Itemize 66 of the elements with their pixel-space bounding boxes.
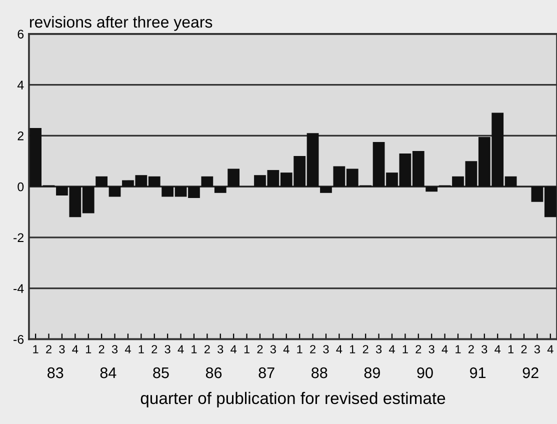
x-tick-label: 4 xyxy=(283,345,290,354)
bar xyxy=(426,186,438,192)
x-tick-label: 3 xyxy=(323,345,329,354)
x-tick-label: 3 xyxy=(218,345,224,354)
bar xyxy=(201,176,214,187)
x-tick-label: 4 xyxy=(72,345,78,354)
x-tick-label: 1 xyxy=(402,345,408,354)
x-tick-label: 4 xyxy=(494,345,501,354)
text: 92 xyxy=(522,367,538,378)
text: 91 xyxy=(470,367,486,378)
x-tick-label: 1 xyxy=(192,345,197,354)
x-tick-label: 1 xyxy=(33,345,38,354)
x-tick-label: 4 xyxy=(124,345,131,354)
x-tick-label: 2 xyxy=(362,345,368,354)
text: 88 xyxy=(312,367,328,378)
x-tick-label: 3 xyxy=(482,345,488,354)
bar xyxy=(108,186,121,197)
x-tick-label: 4 xyxy=(336,345,342,354)
bar xyxy=(96,176,108,187)
y-tick-label: 4 xyxy=(17,80,24,90)
y-tick-label: 0 xyxy=(18,182,24,192)
y-tick-label: 6 xyxy=(18,30,24,39)
x-tick-label: 4 xyxy=(547,345,554,354)
x-tick-label: 2 xyxy=(468,345,474,354)
y-tick-label: 2 xyxy=(18,131,24,140)
x-tick-label: 3 xyxy=(164,345,170,354)
x-tick-label: 2 xyxy=(257,345,263,354)
x-tick-label: 3 xyxy=(376,345,382,354)
x-tick-label: 2 xyxy=(98,345,104,354)
y-tick-label: -4 xyxy=(14,284,24,293)
x-tick-label: 1 xyxy=(350,345,356,354)
y-tick-label: -6 xyxy=(14,335,24,344)
text: 90 xyxy=(417,367,433,378)
x-axis-title: quarter of publication for revised estimate xyxy=(140,392,446,408)
text: 87 xyxy=(258,367,274,378)
text: 85 xyxy=(153,367,169,378)
x-tick-label: 2 xyxy=(204,345,210,354)
x-tick-label: 1 xyxy=(508,345,514,354)
bar xyxy=(320,186,332,193)
chart-title: revisions after three years xyxy=(30,16,212,31)
x-tick-label: 2 xyxy=(46,345,52,354)
bar xyxy=(228,168,240,187)
x-tick-label: 1 xyxy=(86,345,92,354)
text: 84 xyxy=(100,367,116,378)
x-tick-label: 3 xyxy=(270,345,276,354)
x-tick-label: 2 xyxy=(521,345,527,354)
x-tick-label: 1 xyxy=(244,345,250,354)
x-tick-label: 2 xyxy=(152,345,158,354)
y-tick-label: -2 xyxy=(14,233,24,242)
x-tick-label: 2 xyxy=(416,345,422,354)
x-tick-label: 3 xyxy=(534,345,540,354)
x-tick-label: 3 xyxy=(428,345,434,354)
text: 83 xyxy=(48,367,64,378)
x-tick-label: 3 xyxy=(59,345,65,354)
x-tick-label: 4 xyxy=(230,345,237,354)
x-tick-label: 1 xyxy=(138,345,144,354)
text: 89 xyxy=(364,367,380,378)
x-tick-label: 2 xyxy=(310,345,316,354)
x-tick-label: 1 xyxy=(456,345,461,354)
x-tick-label: 4 xyxy=(388,345,395,354)
x-tick-label: 3 xyxy=(112,345,118,354)
x-tick-label: 4 xyxy=(178,345,184,354)
text: 86 xyxy=(206,367,222,378)
x-tick-label: 4 xyxy=(442,345,448,354)
bar xyxy=(214,186,226,193)
x-tick-label: 1 xyxy=(297,345,302,354)
